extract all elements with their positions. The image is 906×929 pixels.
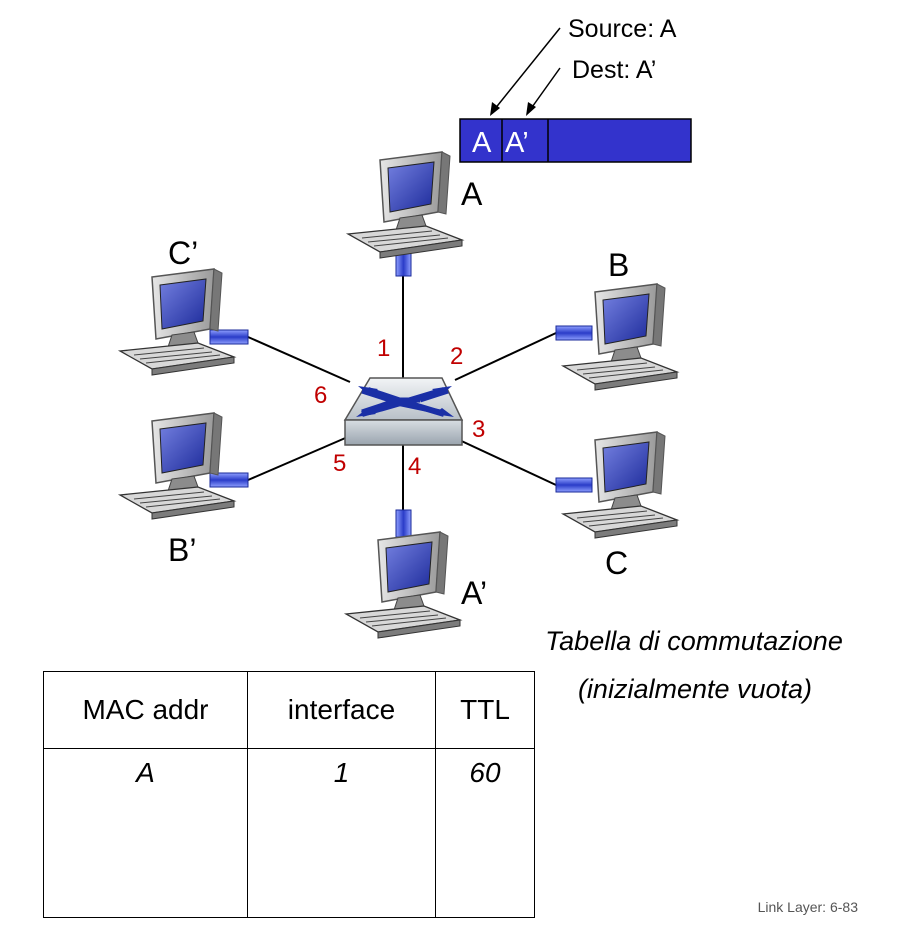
connector-c-prime <box>209 329 249 345</box>
port-label-5: 5 <box>333 450 346 477</box>
cell-interface: 1 <box>247 748 436 918</box>
host-a-computer-icon <box>347 151 463 259</box>
connector-b <box>555 325 593 341</box>
connector-a-prime <box>395 509 412 538</box>
host-b-label: B <box>608 247 629 283</box>
cell-ttl: 60 <box>435 748 535 918</box>
host-a-prime-label: A’ <box>461 575 487 611</box>
host-c-label: C <box>605 545 628 581</box>
frame: A A’ <box>459 118 692 163</box>
dest-callout: Dest: A’ <box>572 56 656 84</box>
connector-c <box>555 477 593 493</box>
table-row: A 1 60 <box>43 748 535 918</box>
header-interface: interface <box>247 671 436 749</box>
table-caption-note: (inizialmente vuota) <box>577 674 813 704</box>
table-header-row: MAC addr interface TTL <box>43 671 535 749</box>
switch-icon <box>343 377 464 446</box>
host-b-prime-label: B’ <box>168 532 196 568</box>
port-label-1: 1 <box>377 335 390 362</box>
host-a-label: A <box>461 176 483 212</box>
link-6 <box>247 336 351 383</box>
host-b-prime-computer-icon <box>119 412 235 520</box>
frame-source-field: A <box>472 127 492 159</box>
header-mac-addr: MAC addr <box>43 671 248 749</box>
host-c-prime-label: C’ <box>168 235 198 271</box>
port-label-4: 4 <box>408 453 421 480</box>
link-3 <box>454 437 557 486</box>
source-callout: Source: A <box>568 15 677 43</box>
table-caption-title: Tabella di commutazione <box>545 626 843 656</box>
port-label-2: 2 <box>450 343 463 370</box>
port-label-6: 6 <box>314 382 327 409</box>
port-label-3: 3 <box>472 416 485 443</box>
connector-b-prime <box>209 472 249 488</box>
dest-arrow <box>529 67 561 111</box>
header-ttl: TTL <box>435 671 535 749</box>
cell-mac-addr: A <box>43 748 248 918</box>
link-2 <box>454 332 557 381</box>
link-5 <box>247 435 351 481</box>
source-arrow <box>493 27 561 111</box>
host-a-prime-computer-icon <box>345 531 461 639</box>
slide-footer: Link Layer: 6-83 <box>757 899 858 915</box>
switch-table: MAC addr interface TTL A 1 60 <box>43 671 535 918</box>
frame-dest-field: A’ <box>505 127 529 159</box>
host-c-prime-computer-icon <box>119 268 235 376</box>
